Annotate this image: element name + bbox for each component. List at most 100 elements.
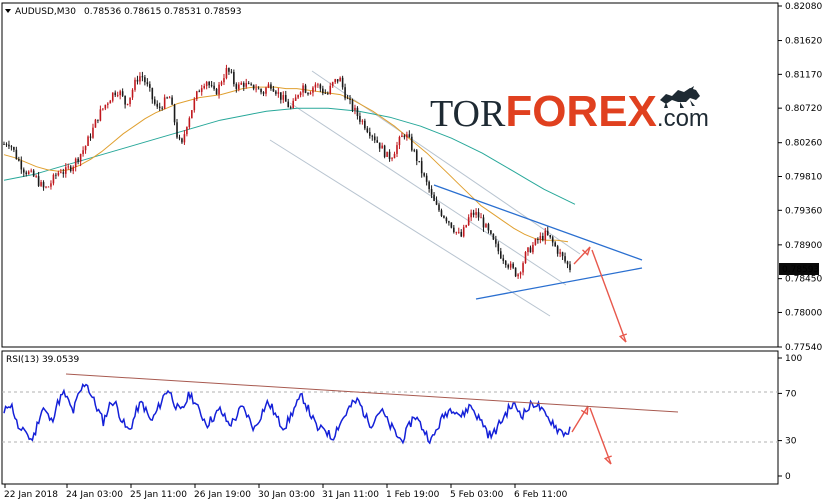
- candle-body: [210, 85, 213, 87]
- candle-body: [163, 97, 166, 109]
- candle-body: [275, 91, 277, 94]
- candle-body: [292, 100, 294, 108]
- candle-body: [141, 76, 144, 78]
- candle-body: [403, 135, 406, 138]
- candle-body: [393, 153, 396, 159]
- candle-body: [119, 91, 121, 96]
- brand-suffix: .com: [657, 105, 709, 132]
- candle-body: [139, 76, 141, 82]
- candle-body: [529, 247, 532, 253]
- price-tick-label: 0.77540: [785, 343, 822, 353]
- candle-body: [401, 135, 403, 138]
- time-tick-label: 24 Jan 03:00: [66, 490, 123, 500]
- candle-body: [235, 84, 238, 89]
- candle-body: [359, 115, 361, 122]
- candle-body: [8, 144, 10, 147]
- candle-body: [314, 84, 317, 88]
- candle-body: [55, 174, 57, 176]
- candle-body: [20, 160, 23, 170]
- candle-body: [331, 82, 334, 86]
- candle-body: [546, 230, 549, 235]
- candle-body: [178, 137, 181, 139]
- candle-body: [499, 251, 502, 259]
- candle-body: [50, 183, 52, 187]
- channel-lower-line: [269, 139, 551, 317]
- candle-body: [364, 120, 366, 129]
- candle-body: [386, 151, 388, 157]
- candle-body: [215, 88, 218, 95]
- candle-body: [84, 145, 87, 151]
- candle-body: [438, 204, 440, 211]
- candle-body: [356, 107, 359, 116]
- candle-body: [111, 92, 114, 101]
- candle-body: [411, 136, 413, 151]
- candle-body: [225, 68, 228, 79]
- candle-body: [406, 134, 408, 138]
- rsi-tick-label: 30: [785, 437, 797, 447]
- time-tick-label: 6 Feb 11:00: [514, 490, 568, 500]
- candle-body: [346, 98, 349, 100]
- candle-body: [368, 132, 371, 136]
- candle-body: [62, 172, 65, 174]
- triangle-upper-line: [433, 184, 643, 261]
- candle-body: [428, 181, 430, 190]
- current-price-label: 0.78593: [782, 265, 819, 275]
- candle-body: [233, 72, 235, 85]
- rsi-tick-label: 100: [785, 354, 802, 364]
- candle-body: [223, 78, 225, 83]
- candle-body: [27, 171, 30, 175]
- candle-body: [284, 95, 287, 102]
- candle-body: [129, 97, 131, 104]
- candle-body: [502, 258, 505, 261]
- candle-body: [477, 212, 480, 218]
- channel-mid-line: [289, 102, 567, 286]
- candle-body: [260, 88, 262, 93]
- candle-body: [519, 272, 522, 275]
- candle-body: [539, 235, 542, 241]
- candle-body: [82, 150, 84, 155]
- time-axis: 22 Jan 2018 24 Jan 03:00 25 Jan 11:00 26 Ja…: [4, 484, 568, 500]
- candle-body: [97, 119, 99, 121]
- candle-body: [32, 170, 35, 177]
- candle-body: [30, 170, 32, 172]
- time-tick-label: 26 Jan 19:00: [194, 490, 251, 500]
- candle-body: [280, 92, 282, 100]
- candle-body: [186, 127, 188, 135]
- candle-body: [35, 176, 37, 177]
- candle-body: [497, 243, 500, 252]
- candle-body: [391, 158, 393, 160]
- candle-body: [153, 99, 156, 104]
- candle-body: [485, 224, 487, 228]
- candle-body: [193, 99, 196, 111]
- candle-body: [25, 172, 28, 175]
- candle-body: [40, 182, 42, 186]
- candle-body: [564, 256, 566, 262]
- candle-body: [205, 81, 208, 87]
- candle-body: [255, 88, 257, 90]
- candle-body: [326, 93, 329, 95]
- price-tick-label: 0.79810: [785, 173, 822, 183]
- triangle-pattern: [433, 184, 643, 300]
- rsi-tick-label: 0: [785, 472, 791, 482]
- candle-body: [208, 81, 210, 86]
- candle-body: [396, 145, 398, 154]
- candle-body: [156, 103, 159, 107]
- triangle-down-icon[interactable]: [5, 9, 11, 13]
- candle-body: [69, 166, 72, 172]
- candle-body: [480, 217, 482, 219]
- current-price-tag: 0.78593: [779, 263, 819, 275]
- candle-body: [566, 261, 569, 265]
- candle-body: [262, 92, 265, 94]
- rsi-arrow-up: [571, 405, 589, 433]
- candle-body: [319, 84, 322, 89]
- rsi-series: [3, 373, 679, 445]
- candle-body: [351, 99, 354, 111]
- candle-body: [470, 212, 472, 218]
- candle-body: [126, 103, 129, 105]
- candle-body: [487, 224, 490, 231]
- symbol-header: AUDUSD,M30: [15, 7, 76, 17]
- candle-body: [242, 83, 245, 87]
- rsi-panel[interactable]: [1, 350, 779, 485]
- price-panel[interactable]: [1, 2, 779, 348]
